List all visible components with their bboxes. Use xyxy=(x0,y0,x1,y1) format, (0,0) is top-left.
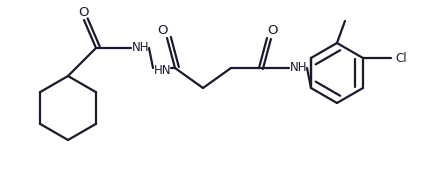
Text: NH: NH xyxy=(290,60,308,73)
Text: HN: HN xyxy=(154,63,172,77)
Text: NH: NH xyxy=(132,41,150,53)
Text: O: O xyxy=(267,23,277,36)
Text: O: O xyxy=(157,23,167,36)
Text: Cl: Cl xyxy=(395,51,407,65)
Text: O: O xyxy=(78,6,88,18)
